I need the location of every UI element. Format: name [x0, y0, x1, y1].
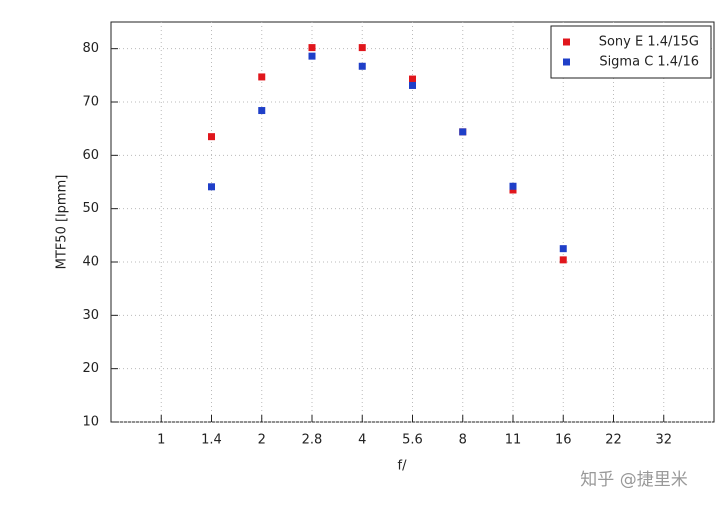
y-tick-label: 30 — [82, 308, 99, 323]
point — [409, 75, 416, 83]
point — [358, 62, 366, 70]
x-tick-label: 4 — [358, 433, 366, 448]
y-tick-label: 60 — [82, 148, 99, 163]
point — [258, 73, 266, 81]
y-tick-label: 80 — [82, 41, 99, 56]
y-tick-label: 40 — [82, 255, 99, 270]
x-tick-label: 32 — [655, 433, 672, 448]
x-tick-label: 2 — [258, 433, 266, 448]
point — [208, 133, 215, 141]
point — [358, 44, 366, 52]
x-tick-label: 22 — [605, 433, 622, 448]
point — [559, 256, 567, 264]
x-tick-label: 1.4 — [201, 433, 222, 448]
y-tick-label: 50 — [82, 201, 99, 216]
y-tick-label: 70 — [82, 95, 99, 110]
x-tick-label: 2.8 — [302, 433, 323, 448]
point — [509, 186, 517, 194]
legend-label: Sony E 1.4/15G — [599, 35, 699, 50]
point — [308, 52, 316, 60]
point — [559, 245, 567, 253]
legend-marker — [563, 58, 570, 66]
x-tick-label: 8 — [459, 433, 467, 448]
point — [258, 107, 266, 115]
legend-box — [550, 25, 712, 79]
x-tick-label: 5.6 — [402, 433, 423, 448]
x-tick-label: 11 — [505, 433, 522, 448]
point — [308, 44, 316, 52]
x-tick-label: 1 — [157, 433, 165, 448]
point — [409, 81, 416, 89]
point — [509, 182, 517, 190]
legend-marker — [563, 38, 570, 46]
watermark: 知乎 @捷里米 — [580, 470, 687, 490]
point — [208, 183, 215, 191]
y-tick-label: 20 — [82, 361, 99, 376]
x-axis-label: f/ — [398, 459, 408, 474]
legend-label: Sigma C 1.4/16 — [599, 55, 699, 70]
y-tick-label: 10 — [82, 415, 99, 430]
x-tick-label: 16 — [555, 433, 572, 448]
y-axis-label: MTF50 [lpmm] — [55, 175, 70, 270]
point — [459, 128, 467, 136]
